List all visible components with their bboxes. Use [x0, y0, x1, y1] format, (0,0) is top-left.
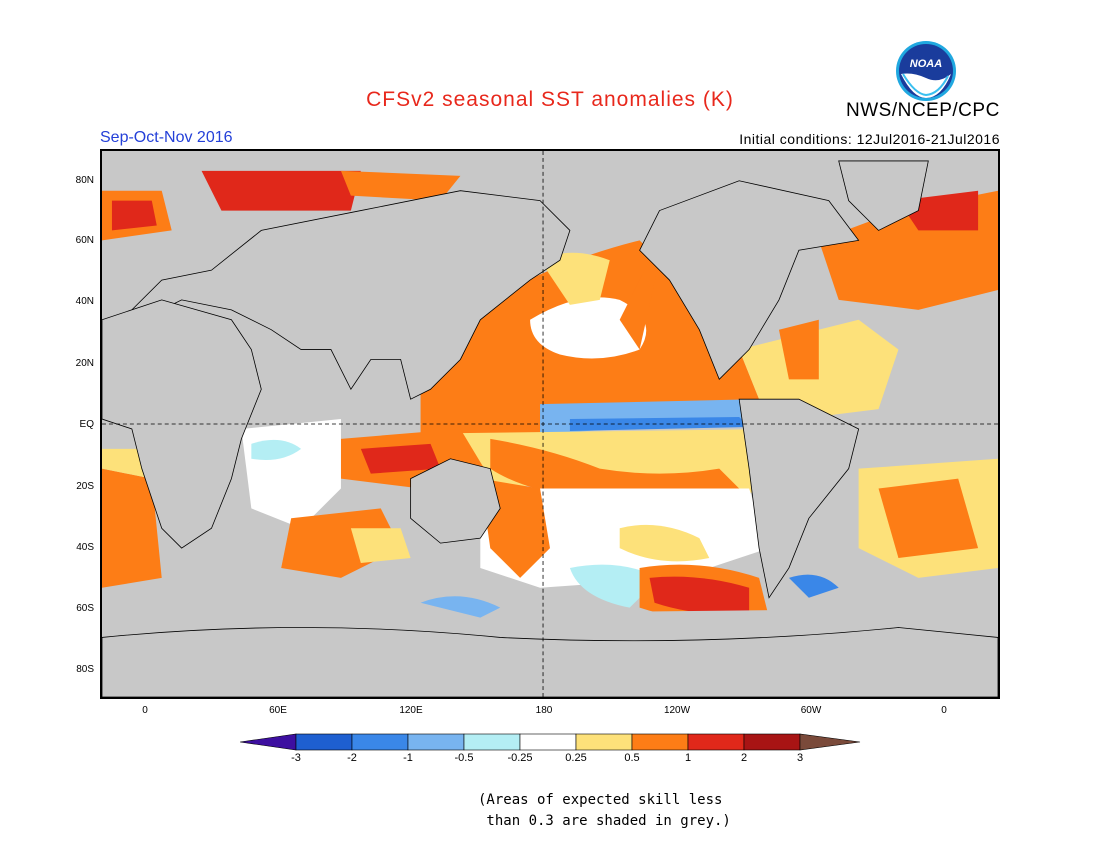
lon-label: 0 [941, 705, 947, 716]
lon-label: 60E [269, 705, 287, 716]
lat-label: 40S [76, 542, 94, 553]
colorbar-tick-label: -2 [347, 752, 357, 764]
lon-label: 120E [399, 705, 423, 716]
agency-label: NWS/NCEP/CPC [846, 100, 1000, 121]
skill-note: (Areas of expected skill less than 0.3 a… [478, 790, 731, 832]
colorbar-tick-label: 1 [684, 752, 692, 764]
lat-label: 80N [75, 175, 94, 186]
land-masses [102, 160, 998, 697]
lat-label: 40N [75, 296, 94, 307]
colorbar-tick-label: 2 [740, 752, 748, 764]
colorbar-min-arrow [240, 733, 297, 751]
colorbar-swatch [575, 733, 633, 751]
colorbar-swatch [295, 733, 353, 751]
colorbar-tick-label: -0.25 [507, 752, 533, 764]
svg-text:NOAA: NOAA [910, 58, 942, 70]
colorbar-swatch [463, 733, 521, 751]
colorbar-swatch [743, 733, 801, 751]
noaa-logo: NOAA [896, 41, 956, 101]
skill-note-line-1: (Areas of expected skill less [478, 792, 723, 808]
lat-label: 60N [75, 235, 94, 246]
colorbar-tick-label: -0.5 [454, 752, 474, 764]
colorbar-swatch [519, 733, 577, 751]
lon-label: 120W [663, 705, 691, 716]
colorbar [240, 733, 861, 751]
skill-note-line-2: than 0.3 are shaded in grey.) [478, 813, 731, 829]
lon-label: 180 [535, 705, 553, 716]
colorbar-swatch [351, 733, 409, 751]
colorbar-swatch [631, 733, 689, 751]
sst-anomaly-map [100, 149, 1000, 699]
map-canvas [102, 151, 998, 697]
colorbar-swatch [687, 733, 745, 751]
colorbar-swatch [407, 733, 465, 751]
lat-label: 20S [76, 481, 94, 492]
lon-label: 60W [800, 705, 822, 716]
colorbar-tick-label: -3 [291, 752, 301, 764]
colorbar-max-arrow [799, 733, 861, 751]
season-label: Sep-Oct-Nov 2016 [100, 129, 233, 146]
colorbar-tick-label: 3 [796, 752, 804, 764]
lat-label: 20N [75, 358, 94, 369]
lon-label: 0 [142, 705, 148, 716]
map-title: CFSv2 seasonal SST anomalies (K) [366, 88, 734, 111]
lat-label: 80S [76, 664, 94, 675]
initial-conditions-label: Initial conditions: 12Jul2016-21Jul2016 [739, 131, 1000, 147]
colorbar-tick-label: -1 [403, 752, 413, 764]
lat-label: EQ [79, 419, 94, 430]
lat-label: 60S [76, 603, 94, 614]
colorbar-tick-label: 0.5 [624, 752, 640, 764]
colorbar-tick-label: 0.25 [565, 752, 587, 764]
